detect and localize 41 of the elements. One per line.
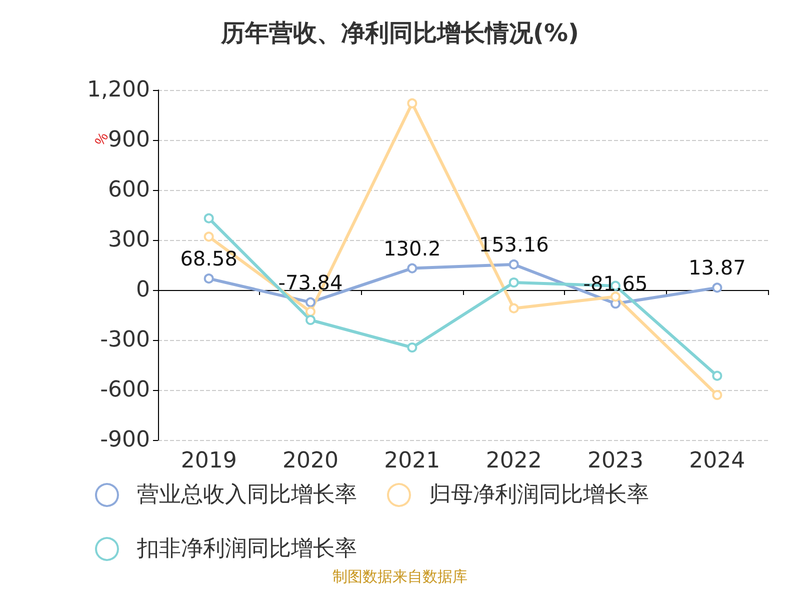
point [306, 297, 316, 308]
point [407, 342, 418, 352]
x-tick-label: 2023 [588, 448, 644, 474]
point [508, 303, 519, 314]
x-tick-label: 2019 [180, 448, 237, 474]
point [508, 278, 519, 288]
y-tick-label: -300 [100, 328, 150, 352]
data-label: 130.2 [384, 236, 441, 260]
legend-label: 营业总收入同比增长率 [137, 482, 357, 508]
data-label: 68.58 [180, 246, 238, 271]
y-tick-label: -600 [100, 378, 150, 402]
data-label: 13.87 [688, 256, 746, 280]
point [407, 263, 418, 274]
point [204, 232, 214, 242]
y-tick-label: 600 [108, 178, 150, 202]
point [306, 315, 316, 325]
point [306, 306, 316, 317]
y-tick-label: -900 [100, 428, 150, 452]
point [204, 274, 214, 284]
x-tick-label: 2020 [282, 448, 338, 474]
x-tick-label: 2024 [689, 448, 746, 474]
x-tick-label: 2021 [384, 448, 440, 474]
point [508, 259, 519, 270]
y-tick-label: 0 [136, 278, 150, 302]
point [610, 292, 620, 302]
legend-label: 归母净利润同比增长率 [429, 482, 649, 508]
data-label: 153.16 [478, 232, 549, 256]
point [712, 282, 722, 293]
chart-title: 历年营收、净利同比增长情况(%) [220, 19, 579, 47]
legend-label: 扣非净利润同比增长率 [136, 536, 357, 562]
point [407, 98, 418, 108]
point [204, 213, 214, 224]
point [712, 390, 722, 400]
data-label: -81.65 [583, 272, 648, 296]
y-tick-label: 900 [108, 128, 150, 152]
x-tick-label: 2022 [486, 448, 542, 474]
text: 制图数据来自数据库 [332, 568, 468, 586]
data-label: -73.84 [278, 270, 343, 294]
y-tick-label: 1,200 [87, 78, 150, 102]
point [712, 370, 722, 381]
y-tick-label: 300 [108, 228, 150, 252]
